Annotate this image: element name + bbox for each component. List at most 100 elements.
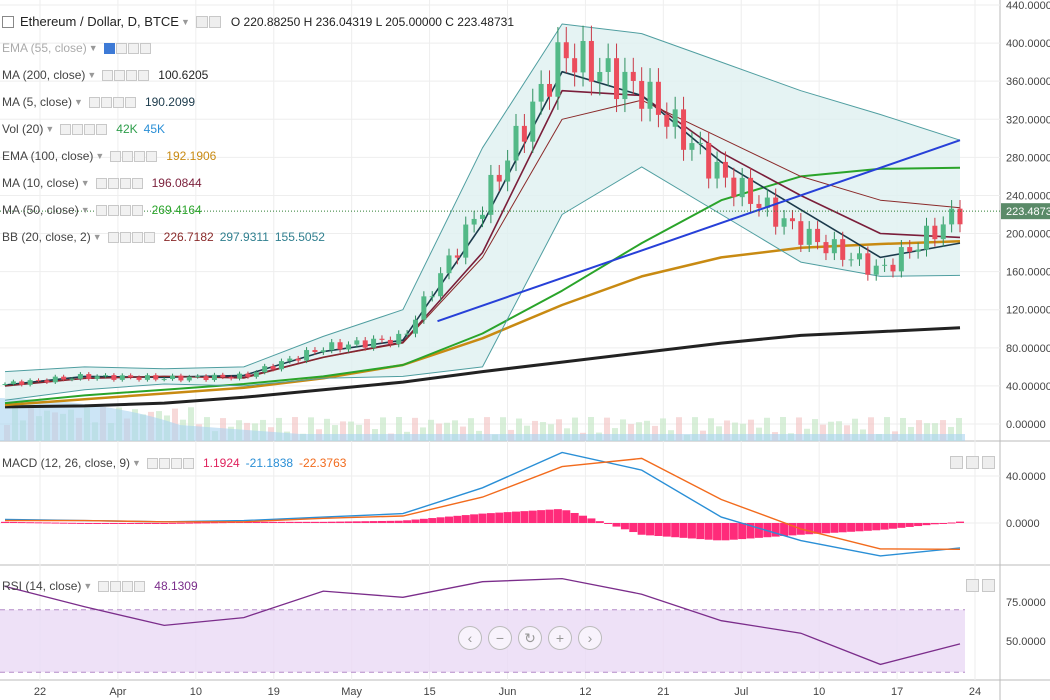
chevron-down-icon[interactable]: ▼ [80,205,90,215]
indicator-legend[interactable]: EMA (55, close) ▼ [2,40,160,56]
volume-bar [188,407,194,441]
chevron-down-icon[interactable]: ▼ [95,151,105,161]
rsi-controls[interactable] [98,580,146,592]
chevron-down-icon[interactable]: ▼ [80,178,90,188]
macd-histogram-bar [939,523,948,524]
rsi-value: 48.1309 [154,579,198,593]
candle-body [664,114,670,127]
candle-body [563,42,569,59]
zoom-in-icon[interactable]: + [548,626,572,650]
macd-line-value: -21.1838 [245,456,294,470]
volume-bar [676,417,682,441]
volume-bar [796,417,802,441]
candle-body [513,125,519,161]
zoom-out-icon[interactable]: − [488,626,512,650]
chevron-down-icon[interactable]: ▼ [74,97,83,107]
indicator-name: EMA (100, close) [2,149,94,163]
macd-histogram-bar [956,521,964,523]
volume-bar [828,421,834,441]
volume-bar [292,417,298,441]
indicator-controls[interactable] [110,150,158,162]
candle-body [823,242,829,254]
chevron-down-icon[interactable]: ▼ [45,124,55,134]
chevron-down-icon[interactable]: ▼ [87,70,97,80]
macd-histogram-bar [310,521,319,523]
macd-histogram-bar [671,523,680,538]
candle-body [697,142,703,144]
volume-bar [644,420,650,441]
volume-bar [636,422,642,441]
volume-bar [628,424,634,441]
indicator-legend[interactable]: MA (200, close) ▼ 100.6205 [2,67,214,83]
volume-bar [836,421,842,441]
candle-body [61,376,67,380]
indicator-controls[interactable] [95,204,144,216]
volume-bar [956,417,962,441]
indicator-controls[interactable] [95,177,144,189]
indicator-controls[interactable] [107,231,156,243]
indicator-name: BB (20, close, 2) [2,230,91,244]
volume-bar [924,423,930,441]
time-tick-label: 10 [190,686,202,698]
volume-bar [524,425,530,441]
macd-histogram-bar [68,522,77,524]
macd-histogram-bar [344,521,353,523]
chevron-down-icon[interactable]: ▼ [132,458,141,468]
indicator-controls[interactable] [60,123,108,135]
scroll-right-icon[interactable]: › [578,626,602,650]
indicator-controls[interactable] [103,42,152,54]
volume-bar [852,418,858,441]
macd-pane-controls[interactable] [947,456,995,469]
candle-body [731,177,737,198]
candle-body [195,376,201,378]
macd-histogram-bar [118,523,127,524]
candle-body [739,177,745,198]
chevron-down-icon[interactable]: ▼ [83,581,93,591]
indicator-legend[interactable]: BB (20, close, 2) ▼ 226.7182 297.9311 155.50… [2,229,331,245]
candle-body [781,218,787,227]
rsi-pane-controls[interactable] [963,579,995,592]
indicator-legend[interactable]: MA (5, close) ▼ 190.2099 [2,94,201,110]
rsi-legend[interactable]: RSI (14, close) ▼ 48.1309 [2,578,204,594]
macd-histogram-bar [327,521,336,523]
reset-icon[interactable]: ↻ [518,626,542,650]
indicator-legend[interactable]: EMA (100, close) ▼ 192.1906 [2,148,222,164]
candle-body [572,58,578,73]
indicator-controls[interactable] [102,69,150,81]
candle-body [815,228,821,243]
indicator-legend[interactable]: MA (10, close) ▼ 196.0844 [2,175,208,191]
macd-histogram-bar [403,520,412,523]
candle-body [831,239,837,254]
volume-bar [332,425,338,441]
candle-body [672,109,678,127]
symbol-controls[interactable] [195,15,221,28]
macd-histogram-bar [369,521,378,523]
candle-body [722,161,728,178]
macd-legend[interactable]: MACD (12, 26, close, 9) ▼ 1.1924 -21.183… [2,455,352,471]
indicator-legend[interactable]: MA (50, close) ▼ 269.4164 [2,202,208,218]
macd-controls[interactable] [146,457,195,469]
macd-histogram-bar [729,523,738,540]
chevron-down-icon[interactable]: ▼ [92,232,102,242]
candle-body [521,125,527,142]
candle-body [882,264,888,266]
symbol-title: Ethereum / Dollar, D, BTCE [20,14,179,29]
chevron-down-icon[interactable]: ▼ [180,16,190,27]
collapse-icon[interactable] [2,15,14,28]
indicator-legend[interactable]: Vol (20) ▼ 42K 45K [2,121,171,137]
candle-body [77,374,83,379]
macd-histogram-bar [771,523,780,537]
series-line-bb-upper-20-close-2- [4,23,961,373]
macd-histogram-bar [336,521,345,523]
scroll-left-icon[interactable]: ‹ [458,626,482,650]
candle-body [144,375,150,380]
candle-body [103,375,109,377]
indicator-controls[interactable] [88,96,137,108]
chevron-down-icon[interactable]: ▼ [88,43,98,53]
candle-body [136,377,142,380]
volume-bar [660,418,666,441]
indicator-value: 297.9311 [219,230,269,244]
macd-histogram-bar [17,522,26,524]
volume-bar [740,423,746,441]
